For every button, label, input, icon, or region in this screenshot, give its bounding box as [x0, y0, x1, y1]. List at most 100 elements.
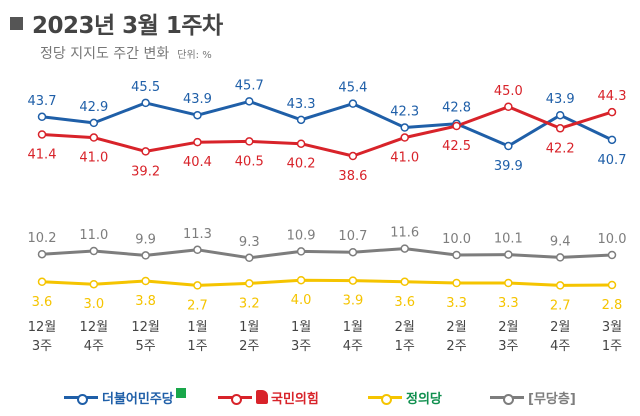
point-dp-7 — [400, 123, 409, 132]
party-support-line-chart: 43.7 42.9 45.5 43.9 45.7 43.3 45.4 42.3 42.8 39.9… — [28, 78, 627, 354]
point-ppp-1 — [89, 133, 99, 142]
data-label-dp-10: 43.9 — [546, 92, 575, 107]
data-label-ppp-5: 40.2 — [287, 157, 316, 172]
data-label-independent-1: 11.0 — [79, 228, 108, 243]
data-label-dp-1: 42.9 — [79, 100, 108, 115]
point-independent-1 — [89, 246, 99, 256]
point-justice-1 — [89, 279, 99, 289]
legend-item-independent: [무당층] — [490, 386, 576, 408]
point-dp-1 — [89, 118, 99, 128]
series-line-independent — [41, 247, 613, 260]
x-tick-label-1-1: 4주 — [84, 339, 104, 354]
x-tick-label-6-1: 4주 — [343, 339, 363, 354]
legend-label-ppp: 국민의힘 — [271, 391, 319, 407]
point-ppp-6 — [348, 151, 358, 161]
x-tick-label-11-0: 3월 — [602, 320, 622, 335]
data-label-independent-6: 10.7 — [338, 229, 367, 244]
data-label-independent-5: 10.9 — [287, 228, 316, 243]
data-label-ppp-7: 41.0 — [390, 151, 419, 166]
data-label-ppp-11: 44.3 — [598, 89, 627, 104]
ppp-logo-icon — [256, 390, 268, 404]
point-independent-7 — [400, 244, 409, 253]
point-dp-6 — [348, 99, 358, 108]
point-justice-10 — [555, 281, 565, 290]
point-ppp-11 — [607, 107, 617, 117]
data-label-independent-11: 10.0 — [598, 232, 627, 247]
data-label-dp-4: 45.7 — [235, 78, 264, 93]
point-independent-11 — [607, 250, 617, 260]
point-ppp-10 — [555, 124, 565, 133]
x-tick-label-6-0: 1월 — [343, 320, 363, 335]
x-tick-label-2-1: 5주 — [136, 339, 156, 354]
data-label-justice-1: 3.0 — [83, 297, 104, 312]
title-square-icon — [10, 16, 23, 30]
x-tick-label-8-1: 2주 — [446, 339, 466, 354]
x-tick-label-4-0: 1월 — [239, 320, 259, 335]
point-ppp-0 — [37, 130, 47, 139]
data-label-justice-0: 3.6 — [32, 295, 53, 310]
point-justice-2 — [141, 276, 150, 286]
series-points — [37, 97, 617, 290]
series-line-ppp — [41, 105, 613, 158]
data-label-justice-4: 3.2 — [239, 296, 260, 311]
x-tick-label-10-1: 4주 — [550, 339, 570, 354]
x-tick-label-3-1: 1주 — [187, 339, 207, 354]
point-independent-10 — [555, 253, 565, 262]
x-tick-label-5-0: 1월 — [291, 320, 311, 335]
data-label-justice-6: 3.9 — [343, 294, 364, 309]
data-labels: 43.7 42.9 45.5 43.9 45.7 43.3 45.4 42.3 42.8 39.9… — [28, 78, 627, 313]
point-justice-4 — [245, 279, 254, 288]
data-label-dp-6: 45.4 — [338, 81, 367, 96]
data-label-ppp-9: 45.0 — [494, 84, 523, 99]
point-independent-9 — [504, 250, 513, 259]
x-axis-labels: 12월 3주 12월 4주 12월 5주 1월 1주 1월 2주 1월 3주 1월 4주 2월 1주 2월 2주 2… — [28, 320, 622, 354]
point-independent-5 — [296, 247, 306, 256]
data-label-ppp-0: 41.4 — [28, 147, 57, 162]
data-label-justice-8: 3.3 — [446, 296, 467, 311]
data-label-independent-4: 9.3 — [239, 235, 260, 250]
data-label-dp-7: 42.3 — [390, 105, 419, 120]
data-label-independent-10: 9.4 — [550, 234, 571, 249]
data-label-ppp-6: 38.6 — [338, 169, 367, 184]
point-justice-11 — [607, 280, 617, 290]
data-label-ppp-2: 39.2 — [131, 164, 160, 179]
x-tick-label-4-1: 2주 — [239, 339, 259, 354]
legend-line-justice — [368, 393, 402, 405]
data-label-dp-9: 39.9 — [494, 159, 523, 174]
point-justice-7 — [400, 277, 409, 287]
chart-title: 2023년 3월 1주차 — [32, 13, 223, 39]
legend-line-dp — [64, 393, 98, 405]
point-ppp-7 — [400, 133, 409, 142]
point-ppp-5 — [296, 139, 306, 148]
data-label-justice-7: 3.6 — [394, 295, 415, 310]
point-justice-6 — [348, 276, 358, 285]
data-label-ppp-1: 41.0 — [79, 151, 108, 166]
x-tick-label-10-0: 2월 — [550, 320, 570, 335]
unit-label: 단위: % — [177, 50, 212, 61]
point-independent-4 — [245, 253, 254, 263]
series-line-dp — [41, 99, 613, 148]
data-label-independent-7: 11.6 — [390, 226, 419, 241]
point-independent-8 — [452, 250, 461, 260]
point-independent-0 — [37, 249, 47, 259]
data-label-independent-0: 10.2 — [28, 231, 57, 246]
data-label-ppp-8: 42.5 — [442, 139, 471, 154]
legend-dot-justice — [381, 393, 392, 405]
legend-line-ppp — [218, 393, 252, 405]
x-tick-label-2-0: 12월 — [131, 320, 160, 335]
series-line-justice — [41, 278, 613, 287]
series-lines — [41, 99, 613, 287]
title-row: 2023년 3월 1주차 — [10, 6, 223, 40]
legend-line-independent — [490, 393, 524, 405]
point-dp-11 — [607, 135, 617, 145]
data-label-dp-11: 40.7 — [598, 153, 627, 168]
data-label-independent-9: 10.1 — [494, 232, 523, 247]
point-ppp-2 — [141, 147, 150, 156]
chart-subtitle: 정당 지지도 주간 변화 — [40, 46, 170, 62]
point-justice-0 — [37, 277, 47, 287]
point-independent-6 — [348, 247, 358, 257]
x-tick-label-7-0: 2월 — [395, 320, 415, 335]
point-dp-2 — [141, 98, 150, 108]
point-dp-9 — [504, 141, 513, 151]
legend-dot-dp — [77, 393, 88, 405]
